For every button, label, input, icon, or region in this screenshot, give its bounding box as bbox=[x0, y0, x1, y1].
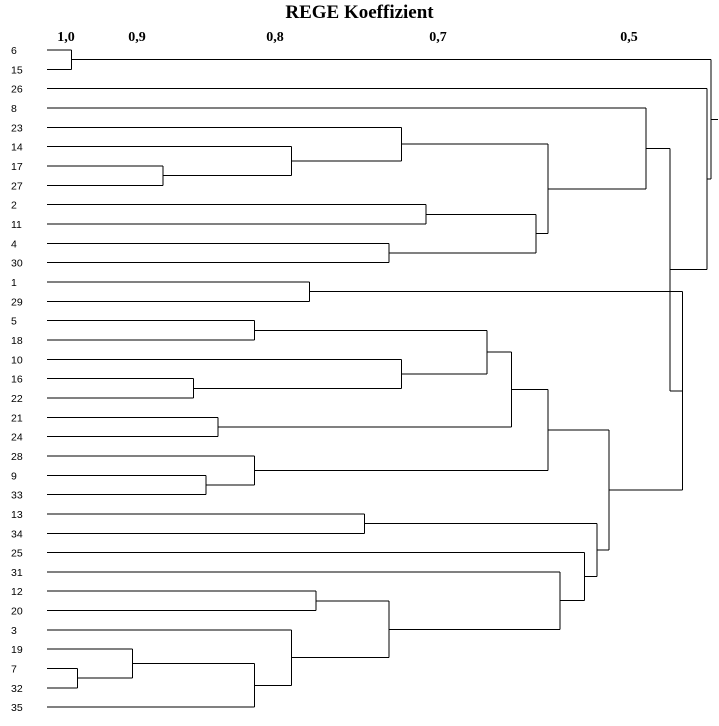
leaf-label: 8 bbox=[11, 103, 17, 115]
leaf-label: 1 bbox=[11, 277, 17, 289]
leaf-label: 6 bbox=[11, 45, 17, 57]
scale-label-0-5: 0,5 bbox=[620, 30, 638, 45]
leaf-label: 13 bbox=[11, 509, 23, 521]
leaf-label: 14 bbox=[11, 142, 23, 154]
leaf-label: 34 bbox=[11, 528, 23, 540]
scale-label-0-7: 0,7 bbox=[429, 30, 447, 45]
scale-label-1-0: 1,0 bbox=[57, 30, 75, 45]
leaf-label: 16 bbox=[11, 374, 23, 386]
leaf-label: 29 bbox=[11, 296, 23, 308]
leaf-label: 26 bbox=[11, 84, 23, 96]
leaf-label: 5 bbox=[11, 316, 17, 328]
leaf-label: 23 bbox=[11, 122, 23, 134]
leaf-label: 24 bbox=[11, 432, 23, 444]
leaf-label: 3 bbox=[11, 625, 17, 637]
leaf-label: 15 bbox=[11, 64, 23, 76]
scale-axis: 1,0 0,9 0,8 0,7 0,5 bbox=[57, 30, 638, 45]
leaf-label: 20 bbox=[11, 606, 23, 618]
leaf-label: 18 bbox=[11, 335, 23, 347]
leaf-label: 27 bbox=[11, 180, 23, 192]
leaf-label: 9 bbox=[11, 470, 17, 482]
leaf-label: 22 bbox=[11, 393, 23, 405]
leaf-label: 10 bbox=[11, 354, 23, 366]
leaf-label: 21 bbox=[11, 412, 23, 424]
leaf-label: 25 bbox=[11, 548, 23, 560]
scale-label-0-9: 0,9 bbox=[128, 30, 146, 45]
leaf-label: 31 bbox=[11, 567, 23, 579]
leaf-label: 12 bbox=[11, 586, 23, 598]
dendrogram-branches bbox=[47, 50, 718, 707]
leaf-label: 4 bbox=[11, 238, 17, 250]
leaf-label: 2 bbox=[11, 200, 17, 212]
leaf-label: 35 bbox=[11, 702, 23, 714]
leaf-labels: 6 15 26 8 23 14 17 27 2 11 4 30 1 29 5 18 10 16 22 21 24 28 9 3… bbox=[11, 45, 23, 714]
leaf-label: 19 bbox=[11, 644, 23, 656]
leaf-label: 28 bbox=[11, 451, 23, 463]
leaf-label: 17 bbox=[11, 161, 23, 173]
leaf-label: 32 bbox=[11, 683, 23, 695]
leaf-label: 7 bbox=[11, 664, 17, 676]
leaf-label: 11 bbox=[11, 219, 22, 231]
scale-label-0-8: 0,8 bbox=[266, 30, 284, 45]
leaf-label: 33 bbox=[11, 490, 23, 502]
leaf-label: 30 bbox=[11, 258, 23, 270]
